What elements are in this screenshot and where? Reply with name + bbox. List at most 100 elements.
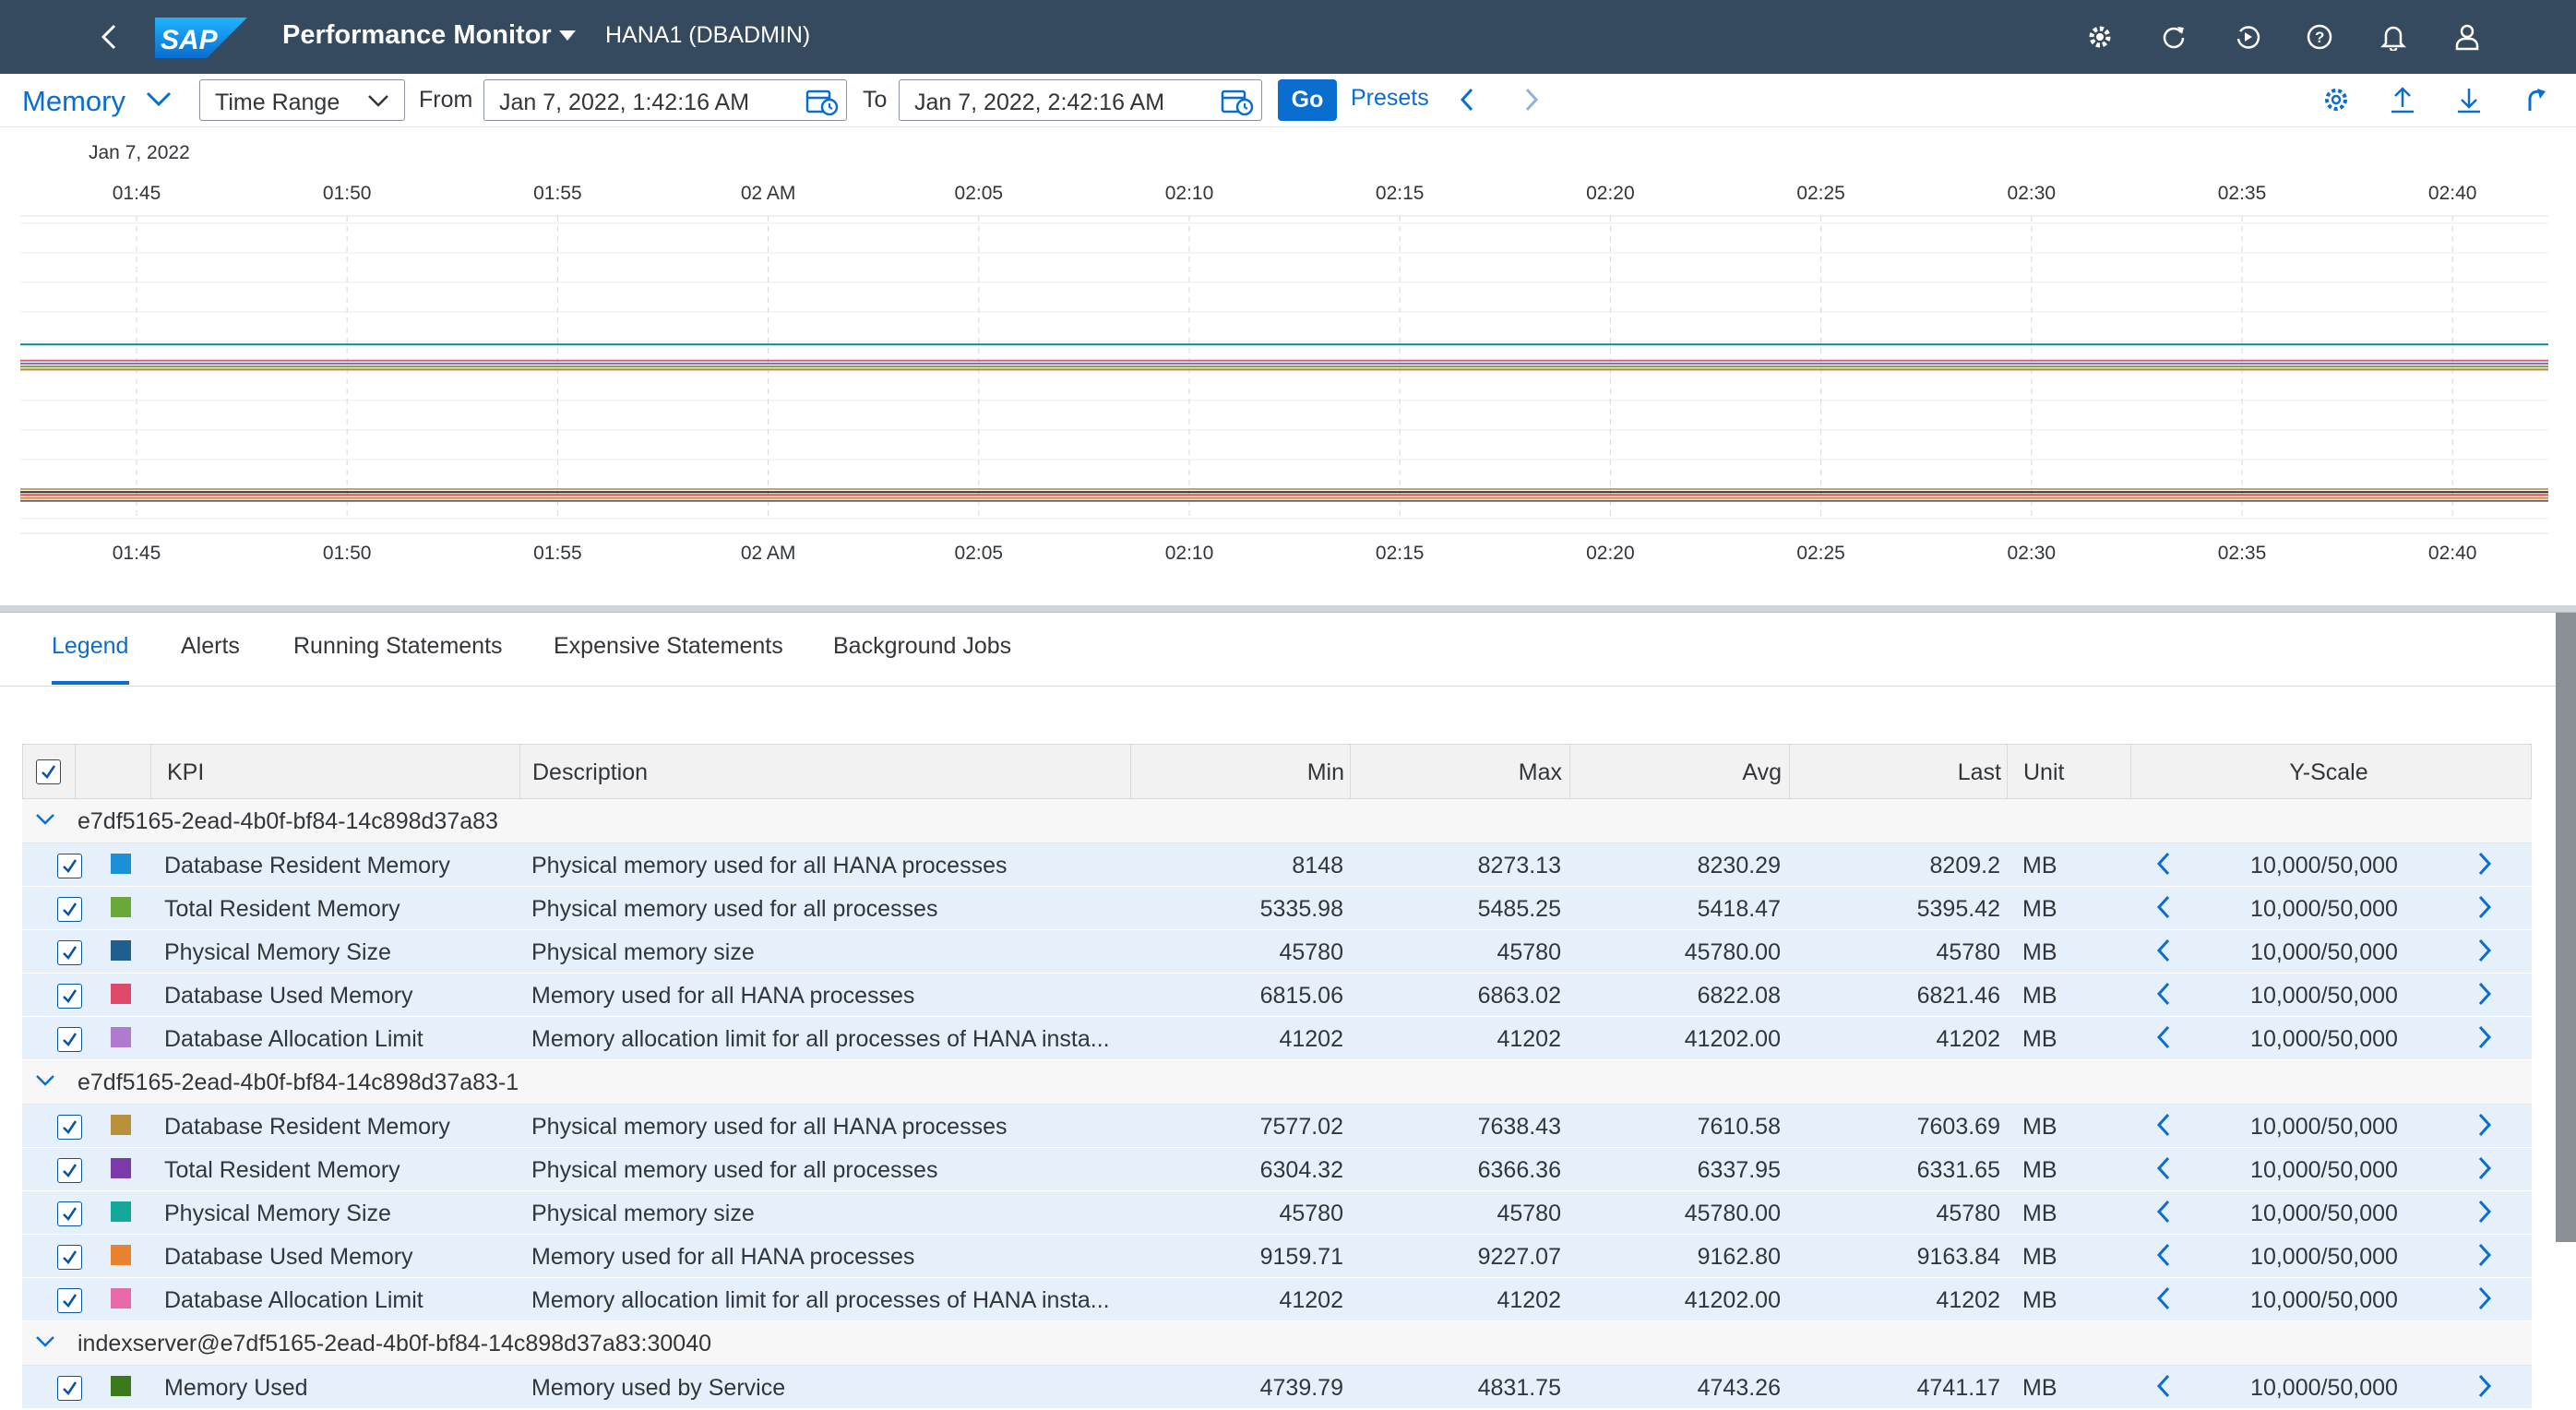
series-color-swatch[interactable] — [111, 1288, 131, 1308]
chevron-down-icon[interactable] — [35, 1334, 55, 1354]
view-selector[interactable]: Memory — [22, 85, 125, 117]
row-checkbox[interactable] — [57, 897, 82, 922]
chart-canvas[interactable]: 01:45 01:45 01:50 01:50 01:55 01:55 02 AM 02 AM… — [0, 127, 2576, 607]
table-row[interactable]: Physical Memory Size Physical memory size… — [22, 930, 2532, 974]
calendar-icon[interactable] — [805, 88, 839, 116]
chevron-right-icon[interactable] — [2476, 938, 2493, 968]
sap-logo[interactable]: SAP — [155, 18, 247, 58]
tab-running-statements[interactable]: Running Statements — [293, 633, 503, 659]
chevron-down-icon[interactable] — [35, 812, 55, 831]
to-datetime-input[interactable]: Jan 7, 2022, 2:42:16 AM — [899, 79, 1262, 121]
chevron-right-icon[interactable] — [2476, 1155, 2493, 1186]
select-all-checkbox[interactable] — [36, 759, 61, 784]
row-checkbox[interactable] — [57, 984, 82, 1009]
reset-zoom-icon[interactable] — [2517, 81, 2554, 118]
chevron-left-icon[interactable] — [2155, 938, 2172, 968]
group-row[interactable]: indexserver@e7df5165-2ead-4b0f-bf84-14c8… — [22, 1321, 2532, 1366]
from-datetime-input[interactable]: Jan 7, 2022, 1:42:16 AM — [483, 79, 847, 121]
header-description[interactable]: Description — [532, 759, 649, 785]
title-caret-icon[interactable] — [559, 30, 576, 46]
chevron-right-icon[interactable] — [2476, 1285, 2493, 1316]
tab-expensive-statements[interactable]: Expensive Statements — [554, 633, 783, 659]
upload-icon[interactable] — [2384, 81, 2421, 118]
replay-icon[interactable] — [2227, 17, 2268, 57]
table-row[interactable]: Database Resident Memory Physical memory … — [22, 843, 2532, 887]
row-checkbox[interactable] — [57, 1376, 82, 1401]
chevron-right-icon[interactable] — [2476, 1024, 2493, 1055]
time-range-select[interactable]: Time Range — [199, 79, 405, 121]
memory-chart[interactable]: Jan 7, 2022 01:45 01:45 01:50 01:50 01:55 01:… — [0, 127, 2576, 607]
notifications-icon[interactable] — [2373, 17, 2414, 57]
header-max[interactable]: Max — [1518, 759, 1562, 785]
group-row[interactable]: e7df5165-2ead-4b0f-bf84-14c898d37a83 — [22, 799, 2532, 843]
chevron-right-icon[interactable] — [2476, 981, 2493, 1011]
chevron-left-icon[interactable] — [1449, 81, 1485, 118]
settings-cog-icon[interactable] — [2080, 17, 2120, 57]
tab-alerts[interactable]: Alerts — [181, 633, 240, 659]
table-row[interactable]: Total Resident Memory Physical memory use… — [22, 887, 2532, 930]
header-unit[interactable]: Unit — [2023, 759, 2065, 785]
row-checkbox[interactable] — [57, 854, 82, 878]
group-row[interactable]: e7df5165-2ead-4b0f-bf84-14c898d37a83-1 — [22, 1060, 2532, 1105]
app-title[interactable]: Performance Monitor — [282, 20, 552, 50]
series-color-swatch[interactable] — [111, 854, 131, 874]
chevron-left-icon[interactable] — [2155, 1155, 2172, 1186]
series-color-swatch[interactable] — [111, 1115, 131, 1135]
table-row[interactable]: Database Used Memory Memory used for all … — [22, 974, 2532, 1017]
tab-legend[interactable]: Legend — [52, 633, 129, 659]
chevron-down-icon[interactable] — [146, 90, 172, 112]
help-icon[interactable]: ? — [2299, 17, 2340, 57]
table-row[interactable]: Database Used Memory Memory used for all … — [22, 1235, 2532, 1278]
series-color-swatch[interactable] — [111, 1376, 131, 1396]
table-row[interactable]: Total Resident Memory Physical memory use… — [22, 1148, 2532, 1191]
table-row[interactable]: Physical Memory Size Physical memory size… — [22, 1191, 2532, 1235]
chevron-right-icon[interactable] — [1513, 81, 1550, 118]
series-color-swatch[interactable] — [111, 1245, 131, 1265]
table-row[interactable]: Database Allocation Limit Memory allocati… — [22, 1278, 2532, 1321]
calendar-icon[interactable] — [1221, 88, 1254, 116]
chevron-left-icon[interactable] — [2155, 1285, 2172, 1316]
header-yscale[interactable]: Y-Scale — [2289, 759, 2368, 785]
presets-link[interactable]: Presets — [1351, 85, 1429, 111]
table-row[interactable]: Memory Used Memory used by Service 4739.79… — [22, 1366, 2532, 1409]
row-checkbox[interactable] — [57, 1288, 82, 1313]
refresh-icon[interactable] — [2153, 17, 2194, 57]
series-color-swatch[interactable] — [111, 1027, 131, 1047]
row-checkbox[interactable] — [57, 1115, 82, 1140]
download-icon[interactable] — [2451, 81, 2487, 118]
chevron-left-icon[interactable] — [2155, 1112, 2172, 1142]
vertical-scrollbar[interactable] — [2556, 613, 2576, 1242]
series-color-swatch[interactable] — [111, 984, 131, 1004]
chevron-left-icon[interactable] — [2155, 1373, 2172, 1404]
series-color-swatch[interactable] — [111, 897, 131, 917]
row-checkbox[interactable] — [57, 1158, 82, 1183]
series-color-swatch[interactable] — [111, 1158, 131, 1178]
row-checkbox[interactable] — [57, 1245, 82, 1270]
chevron-right-icon[interactable] — [2476, 1242, 2493, 1273]
settings-icon[interactable] — [2318, 81, 2355, 118]
user-icon[interactable] — [2447, 17, 2487, 57]
table-row[interactable]: Database Resident Memory Physical memory … — [22, 1105, 2532, 1148]
chevron-right-icon[interactable] — [2476, 1373, 2493, 1404]
header-avg[interactable]: Avg — [1742, 759, 1782, 785]
chevron-left-icon[interactable] — [2155, 851, 2172, 881]
tab-background-jobs[interactable]: Background Jobs — [833, 633, 1012, 659]
chevron-left-icon[interactable] — [2155, 1024, 2172, 1055]
splitter-handle[interactable] — [0, 605, 2576, 613]
chevron-down-icon[interactable] — [35, 1073, 55, 1093]
row-checkbox[interactable] — [57, 1027, 82, 1052]
table-row[interactable]: Database Allocation Limit Memory allocati… — [22, 1017, 2532, 1060]
chevron-left-icon[interactable] — [2155, 894, 2172, 925]
chevron-left-icon[interactable] — [2155, 1199, 2172, 1229]
chevron-left-icon[interactable] — [2155, 1242, 2172, 1273]
series-color-swatch[interactable] — [111, 1201, 131, 1222]
header-min[interactable]: Min — [1306, 759, 1344, 785]
chevron-right-icon[interactable] — [2476, 894, 2493, 925]
chevron-right-icon[interactable] — [2476, 1112, 2493, 1142]
row-checkbox[interactable] — [57, 1201, 82, 1226]
series-color-swatch[interactable] — [111, 940, 131, 961]
chevron-right-icon[interactable] — [2476, 851, 2493, 881]
row-checkbox[interactable] — [57, 940, 82, 965]
header-kpi[interactable]: KPI — [167, 759, 205, 785]
chevron-right-icon[interactable] — [2476, 1199, 2493, 1229]
